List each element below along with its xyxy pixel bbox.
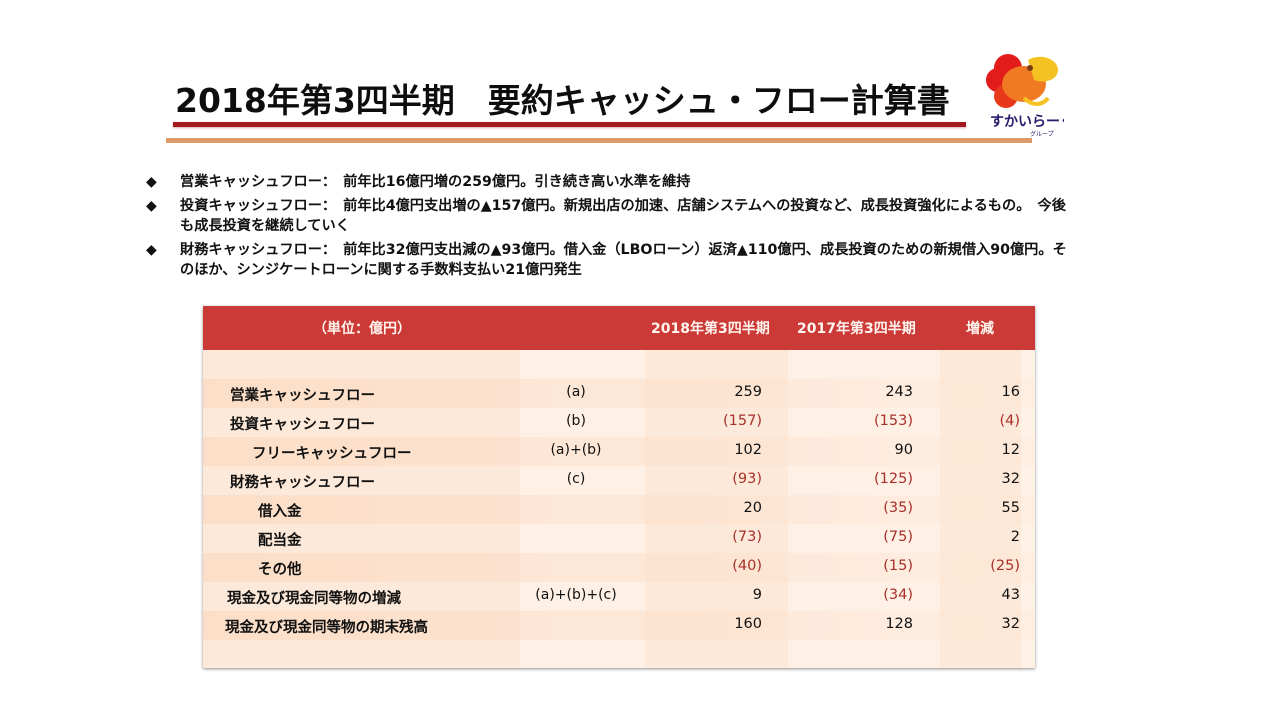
- bullet-heading: 財務キャッシュフロー：: [180, 242, 344, 258]
- table-row: 借入金 20 (35) 55: [203, 495, 1035, 524]
- row-ref: (b): [566, 413, 586, 429]
- value-2018: 259: [734, 384, 762, 400]
- value-2017: (75): [883, 529, 913, 545]
- row-label: その他: [258, 562, 302, 578]
- title-underline: [173, 122, 966, 127]
- value-change: (25): [990, 558, 1020, 574]
- value-change: 32: [1001, 616, 1020, 632]
- table-row: 現金及び現金同等物の増減 (a)+(b)+(c) 9 (34) 43: [203, 582, 1035, 611]
- svg-text:グループ: グループ: [1030, 130, 1054, 138]
- value-2018: (157): [723, 413, 762, 429]
- value-change: 12: [1001, 442, 1020, 458]
- diamond-bullet-icon: ◆: [146, 198, 157, 214]
- row-label: 投資キャッシュフロー: [230, 417, 375, 433]
- row-label: 財務キャッシュフロー: [230, 475, 375, 491]
- value-2017: (15): [883, 558, 913, 574]
- summary-bullets: ◆ 営業キャッシュフロー： 前年比16億円増の259億円。引き続き高い水準を維持…: [146, 172, 1076, 284]
- table-row: 現金及び現金同等物の期末残高 160 128 32: [203, 611, 1035, 640]
- table-header: （単位：億円） 2018年第3四半期 2017年第3四半期 増減: [203, 306, 1035, 350]
- table-row: 投資キャッシュフロー (b) (157) (153) (4): [203, 408, 1035, 437]
- row-ref: (a)+(b): [550, 442, 602, 458]
- table-row: フリーキャッシュフロー (a)+(b) 102 90 12: [203, 437, 1035, 466]
- value-2018: 20: [743, 500, 762, 516]
- bullet-text: 前年比32億円支出減の▲93億円。借入金（LBOローン）返済▲110億円、成長投…: [180, 242, 1067, 278]
- header-unit: （単位：億円）: [313, 321, 411, 337]
- value-change: 32: [1001, 471, 1020, 487]
- bullet-heading: 営業キャッシュフロー：: [180, 174, 344, 190]
- page-title: 2018年第3四半期 要約キャッシュ・フロー計算書: [175, 81, 950, 120]
- diamond-bullet-icon: ◆: [146, 174, 157, 190]
- value-2017: 128: [885, 616, 913, 632]
- table-row: 配当金 (73) (75) 2: [203, 524, 1035, 553]
- header-2018q3: 2018年第3四半期: [651, 321, 770, 337]
- bullet-investing-cf: ◆ 投資キャッシュフロー： 前年比4億円支出増の▲157億円。新規出店の加速、店…: [146, 196, 1076, 236]
- row-label: 営業キャッシュフロー: [230, 388, 375, 404]
- value-2018: (93): [732, 471, 762, 487]
- mascot-logo-icon: すかいらーく グループ: [986, 54, 1064, 138]
- value-2017: 90: [894, 442, 913, 458]
- row-ref: (c): [566, 471, 586, 487]
- row-label: 現金及び現金同等物の増減: [227, 591, 401, 607]
- value-2017: (125): [874, 471, 913, 487]
- row-ref: (a)+(b)+(c): [535, 587, 617, 603]
- cash-flow-table: （単位：億円） 2018年第3四半期 2017年第3四半期 増減 営業キャッシュ…: [203, 306, 1035, 668]
- value-2017: (153): [874, 413, 913, 429]
- table-row: 財務キャッシュフロー (c) (93) (125) 32: [203, 466, 1035, 495]
- diamond-bullet-icon: ◆: [146, 242, 157, 258]
- bullet-financing-cf: ◆ 財務キャッシュフロー： 前年比32億円支出減の▲93億円。借入金（LBOロー…: [146, 240, 1076, 280]
- svg-text:すかいらーく: すかいらーく: [990, 114, 1064, 130]
- value-2018: 9: [752, 587, 762, 603]
- value-change: (4): [999, 413, 1020, 429]
- value-2018: 160: [734, 616, 762, 632]
- value-2017: (34): [883, 587, 913, 603]
- row-label: フリーキャッシュフロー: [252, 446, 412, 462]
- row-label: 配当金: [258, 533, 302, 549]
- value-change: 55: [1001, 500, 1020, 516]
- value-2017: (35): [883, 500, 913, 516]
- table-body: 営業キャッシュフロー (a) 259 243 16 投資キャッシュフロー (b)…: [203, 350, 1035, 668]
- value-change: 2: [1010, 529, 1020, 545]
- value-2018: (40): [732, 558, 762, 574]
- header-2017q3: 2017年第3四半期: [797, 321, 916, 337]
- bullet-text: 前年比4億円支出増の▲157億円。新規出店の加速、店舗システムへの投資など、成長…: [180, 198, 1066, 234]
- table-row: 営業キャッシュフロー (a) 259 243 16: [203, 379, 1035, 408]
- bullet-text: 前年比16億円増の259億円。引き続き高い水準を維持: [343, 174, 691, 190]
- value-2018: (73): [732, 529, 762, 545]
- value-2018: 102: [734, 442, 762, 458]
- row-ref: (a): [566, 384, 586, 400]
- title-accent-line: [166, 138, 1032, 143]
- row-label: 現金及び現金同等物の期末残高: [225, 620, 428, 636]
- row-label: 借入金: [258, 504, 302, 520]
- bullet-heading: 投資キャッシュフロー：: [180, 198, 344, 214]
- value-2017: 243: [885, 384, 913, 400]
- bullet-operating-cf: ◆ 営業キャッシュフロー： 前年比16億円増の259億円。引き続き高い水準を維持: [146, 172, 1076, 192]
- table-row: その他 (40) (15) (25): [203, 553, 1035, 582]
- value-change: 16: [1001, 384, 1020, 400]
- value-change: 43: [1001, 587, 1020, 603]
- header-change: 増減: [966, 321, 994, 337]
